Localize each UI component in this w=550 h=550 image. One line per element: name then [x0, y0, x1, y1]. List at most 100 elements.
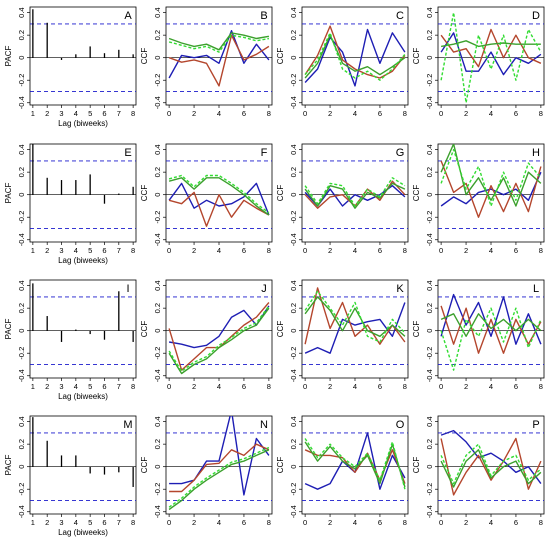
x-tick-label: 0	[167, 246, 171, 255]
y-tick-label: 0	[425, 193, 434, 197]
y-tick-label: -0.2	[289, 347, 298, 360]
x-tick-label: 8	[267, 109, 271, 118]
x-tick-label: 0	[303, 518, 307, 527]
y-tick-label: 0.4	[425, 280, 434, 290]
x-tick-label: 6	[242, 382, 246, 391]
ccf-line-blue	[440, 171, 542, 207]
y-axis-label: CCF	[276, 457, 285, 474]
panel-letter: H	[532, 147, 540, 159]
y-tick-label: -0.4	[153, 233, 162, 246]
x-tick-label: 2	[192, 109, 196, 118]
panel-letter: I	[126, 283, 129, 295]
x-tick-label: 6	[102, 109, 106, 118]
plot-frame	[29, 279, 137, 379]
y-axis-label: CCF	[412, 48, 421, 65]
ccf-line-lightgreen	[440, 443, 542, 485]
y-tick-label: 0.4	[289, 280, 298, 290]
x-tick-label: 6	[102, 518, 106, 527]
x-tick-label: 6	[242, 109, 246, 118]
y-tick-label: 0	[17, 329, 26, 333]
x-tick-label: 6	[102, 382, 106, 391]
plot-frame	[29, 6, 137, 106]
ccf-line-green	[168, 177, 270, 216]
x-tick-label: 7	[117, 109, 121, 118]
x-tick-label: 8	[539, 246, 543, 255]
x-tick-label: 8	[267, 246, 271, 255]
x-tick-label: 2	[192, 518, 196, 527]
y-tick-label: -0.4	[425, 505, 434, 518]
ccf-line-green	[440, 313, 542, 337]
ccf-line-red	[440, 437, 542, 496]
ccf-line-green	[304, 441, 406, 488]
x-tick-label: 8	[403, 109, 407, 118]
y-tick-label: 0	[425, 56, 434, 60]
y-tick-label: 0.4	[17, 144, 26, 154]
x-tick-label: 1	[31, 109, 35, 118]
x-tick-label: 4	[74, 518, 78, 527]
ccf-line-green	[304, 182, 406, 209]
y-axis-label: CCF	[276, 321, 285, 338]
panel-letter: N	[260, 419, 268, 431]
x-tick-label: 2	[328, 109, 332, 118]
panel-letter: F	[261, 147, 268, 159]
x-tick-label: 8	[539, 382, 543, 391]
y-tick-label: 0.2	[289, 167, 298, 177]
y-tick-label: -0.2	[153, 347, 162, 360]
ccf-line-lightgreen	[168, 305, 270, 372]
x-tick-label: 0	[303, 109, 307, 118]
panel-letter: L	[533, 283, 539, 295]
y-tick-label: -0.4	[425, 369, 434, 382]
x-axis-label: Lag (biweeks)	[58, 256, 108, 265]
x-tick-label: 2	[45, 518, 49, 527]
y-tick-label: -0.2	[425, 347, 434, 360]
panel-n: -0.4 -0.2 0 0.2 0.4 0 2 4 6 8 CCF N	[140, 415, 273, 527]
y-tick-label: -0.4	[289, 369, 298, 382]
x-tick-label: 2	[328, 518, 332, 527]
panel-a: -0.4 -0.2 0 0.2 0.4 1 2 3 4 5 6 7 8 PACF Lag (biweeks)…	[4, 6, 137, 128]
y-tick-label: 0.4	[153, 280, 162, 290]
panel-letter: A	[124, 10, 132, 22]
x-tick-label: 4	[489, 246, 493, 255]
x-tick-label: 8	[539, 518, 543, 527]
y-tick-label: -0.2	[425, 483, 434, 496]
x-tick-label: 6	[378, 382, 382, 391]
y-tick-label: -0.2	[425, 74, 434, 87]
ccf-line-green	[440, 40, 541, 48]
x-tick-label: 0	[167, 109, 171, 118]
x-tick-label: 0	[439, 109, 443, 118]
y-tick-label: 0	[153, 465, 162, 469]
x-tick-label: 5	[88, 109, 92, 118]
plot-frame	[165, 279, 273, 379]
plot-frame	[29, 143, 137, 243]
x-tick-label: 1	[31, 246, 35, 255]
x-tick-label: 4	[74, 382, 78, 391]
panel-b: -0.4 -0.2 0 0.2 0.4 0 2 4 6 8 CCF B	[140, 6, 273, 118]
y-tick-label: 0.4	[153, 7, 162, 17]
ccf-line-green	[168, 32, 270, 51]
x-tick-label: 5	[88, 382, 92, 391]
panel-letter: O	[396, 419, 405, 431]
x-tick-label: 4	[217, 246, 221, 255]
y-tick-label: 0	[17, 193, 26, 197]
y-tick-label: 0	[289, 56, 298, 60]
x-tick-label: 0	[439, 518, 443, 527]
y-axis-label: CCF	[140, 321, 149, 338]
x-tick-label: 0	[167, 382, 171, 391]
ccf-line-lightgreen	[304, 438, 406, 490]
x-tick-label: 2	[464, 382, 468, 391]
ccf-line-lightgreen	[304, 177, 406, 207]
y-tick-label: 0.4	[425, 7, 434, 17]
x-axis-label: Lag (biweeks)	[58, 119, 108, 128]
y-tick-label: -0.4	[17, 369, 26, 382]
panel-p: -0.4 -0.2 0 0.2 0.4 0 2 4 6 8 CCF P	[412, 415, 545, 527]
y-tick-label: 0.4	[289, 7, 298, 17]
y-axis-label: CCF	[412, 321, 421, 338]
ccf-line-blue	[169, 416, 270, 496]
ccf-line-lightgreen	[304, 290, 406, 343]
y-tick-label: 0.2	[153, 439, 162, 449]
y-tick-label: 0.2	[289, 303, 298, 313]
y-tick-label: 0.4	[153, 416, 162, 426]
ccf-line-green	[304, 34, 406, 79]
ccf-line-red	[440, 305, 542, 354]
x-tick-label: 0	[167, 518, 171, 527]
